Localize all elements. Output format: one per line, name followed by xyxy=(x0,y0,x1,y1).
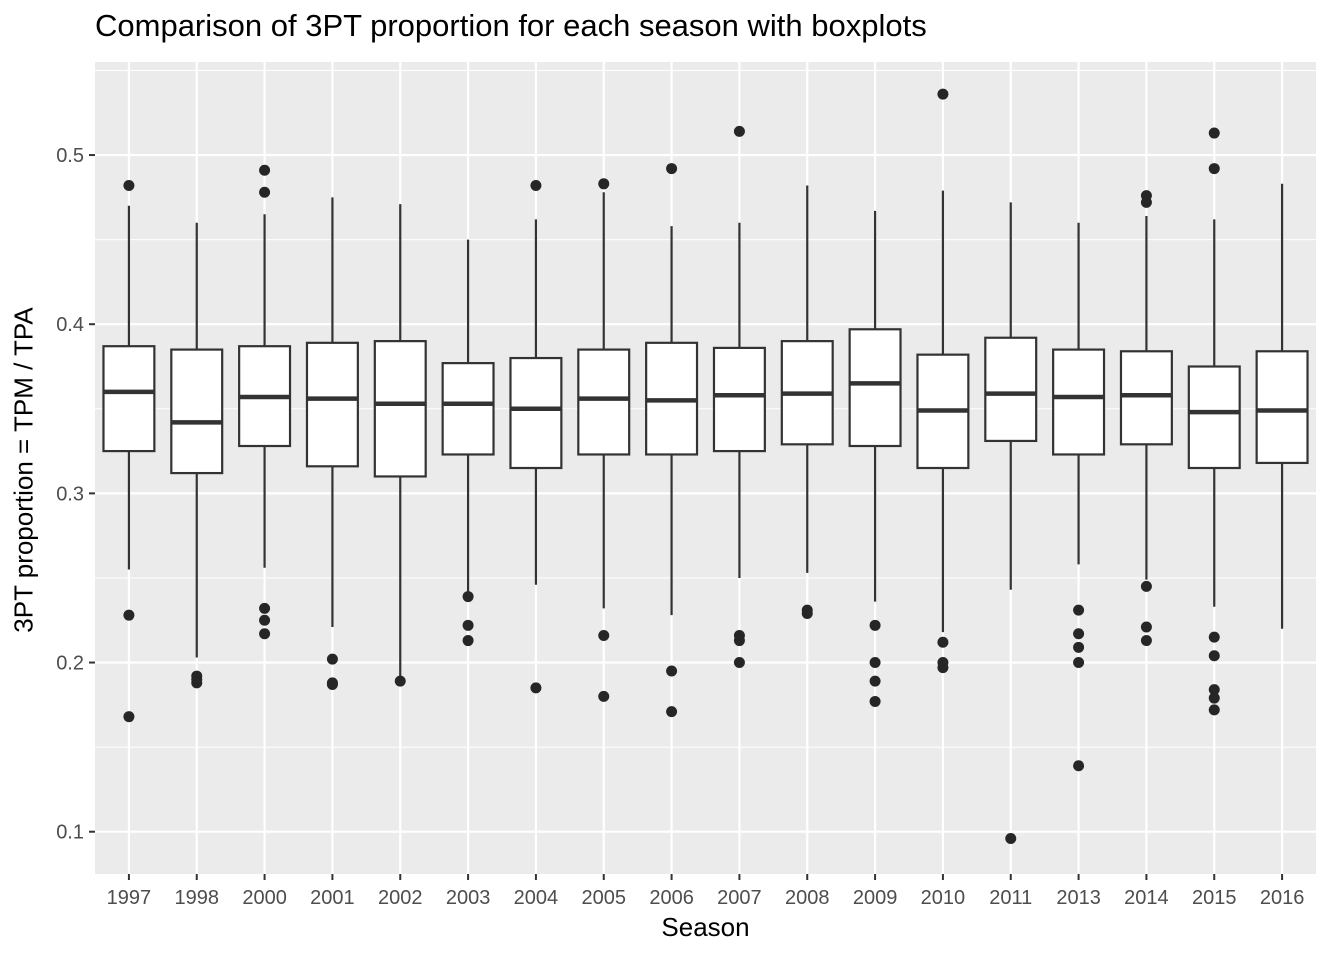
box-iqr xyxy=(577,348,631,456)
outlier-point xyxy=(666,706,678,718)
outlier-point xyxy=(598,178,610,190)
plot-panel xyxy=(95,62,1316,874)
outlier-point xyxy=(1140,580,1152,592)
outlier-point xyxy=(733,125,745,137)
outlier-point xyxy=(530,179,542,191)
outlier-point xyxy=(666,163,678,175)
x-axis-label: Season xyxy=(661,912,750,942)
x-tick-label: 2011 xyxy=(989,887,1032,909)
chart-title: Comparison of 3PT proportion for each se… xyxy=(95,8,927,43)
x-tick-label: 2015 xyxy=(1192,887,1237,909)
box-iqr xyxy=(305,341,359,468)
outlier-point xyxy=(801,607,813,619)
outlier-point xyxy=(733,635,745,647)
outlier-point xyxy=(1208,692,1220,704)
box-iqr xyxy=(712,346,766,453)
outlier-point xyxy=(123,179,135,191)
box-iqr xyxy=(848,328,902,448)
x-tick-label: 2016 xyxy=(1260,887,1305,909)
outlier-point xyxy=(1073,657,1085,669)
box-iqr xyxy=(509,356,563,470)
outlier-point xyxy=(598,629,610,641)
outlier-point xyxy=(530,682,542,694)
outlier-point xyxy=(1073,604,1085,616)
outlier-point xyxy=(1073,641,1085,653)
y-tick-label: 0.3 xyxy=(56,483,84,505)
outlier-point xyxy=(191,677,203,689)
y-tick-label: 0.5 xyxy=(56,145,84,167)
x-tick-label: 2004 xyxy=(514,887,559,909)
outlier-point xyxy=(259,602,271,614)
x-tick-label: 2000 xyxy=(242,887,287,909)
x-tick-label: 2008 xyxy=(785,887,830,909)
x-tick-label: 2010 xyxy=(921,887,966,909)
y-tick-label: 0.1 xyxy=(56,822,84,844)
outlier-point xyxy=(1140,635,1152,647)
outlier-point xyxy=(1208,127,1220,139)
outlier-point xyxy=(1208,163,1220,175)
outlier-point xyxy=(123,711,135,723)
outlier-point xyxy=(869,695,881,707)
outlier-point xyxy=(259,628,271,640)
box-iqr xyxy=(1255,350,1309,465)
outlier-point xyxy=(1073,628,1085,640)
box-iqr xyxy=(984,336,1038,443)
x-tick-label: 2002 xyxy=(378,887,423,909)
outlier-point xyxy=(1073,760,1085,772)
y-tick-label: 0.4 xyxy=(56,314,84,336)
outlier-point xyxy=(937,88,949,100)
x-tick-label: 2003 xyxy=(446,887,491,909)
outlier-point xyxy=(394,675,406,687)
outlier-point xyxy=(462,591,474,603)
outlier-point xyxy=(869,657,881,669)
outlier-point xyxy=(326,653,338,665)
outlier-point xyxy=(462,635,474,647)
outlier-point xyxy=(733,657,745,669)
x-tick-label: 2014 xyxy=(1124,887,1169,909)
x-tick-label: 1998 xyxy=(175,887,220,909)
x-tick-label: 2001 xyxy=(310,887,355,909)
box-iqr xyxy=(102,345,156,453)
x-tick-label: 2005 xyxy=(582,887,627,909)
outlier-point xyxy=(1208,650,1220,662)
outlier-point xyxy=(869,675,881,687)
x-tick-label: 2006 xyxy=(649,887,694,909)
outlier-point xyxy=(326,679,338,691)
x-tick-label: 2007 xyxy=(717,887,762,909)
outlier-point xyxy=(462,619,474,631)
outlier-point xyxy=(1005,832,1017,844)
box-iqr xyxy=(1052,348,1106,456)
outlier-point xyxy=(666,665,678,677)
x-tick-label: 2009 xyxy=(853,887,898,909)
outlier-point xyxy=(869,619,881,631)
box-iqr xyxy=(373,340,427,478)
box-iqr xyxy=(1187,365,1241,470)
outlier-point xyxy=(598,690,610,702)
outlier-point xyxy=(1208,631,1220,643)
box-iqr xyxy=(1119,350,1173,446)
outlier-point xyxy=(1208,684,1220,696)
outlier-point xyxy=(1208,704,1220,716)
x-tick-label: 1997 xyxy=(107,887,152,909)
outlier-point xyxy=(123,609,135,621)
outlier-point xyxy=(1140,621,1152,633)
y-tick-label: 0.2 xyxy=(56,653,84,675)
outlier-point xyxy=(937,636,949,648)
outlier-point xyxy=(937,662,949,674)
outlier-point xyxy=(1140,196,1152,208)
box-iqr xyxy=(441,362,495,456)
outlier-point xyxy=(259,186,271,198)
x-tick-label: 2013 xyxy=(1056,887,1101,909)
outlier-point xyxy=(259,164,271,176)
box-iqr xyxy=(170,348,224,475)
outlier-point xyxy=(259,614,271,626)
